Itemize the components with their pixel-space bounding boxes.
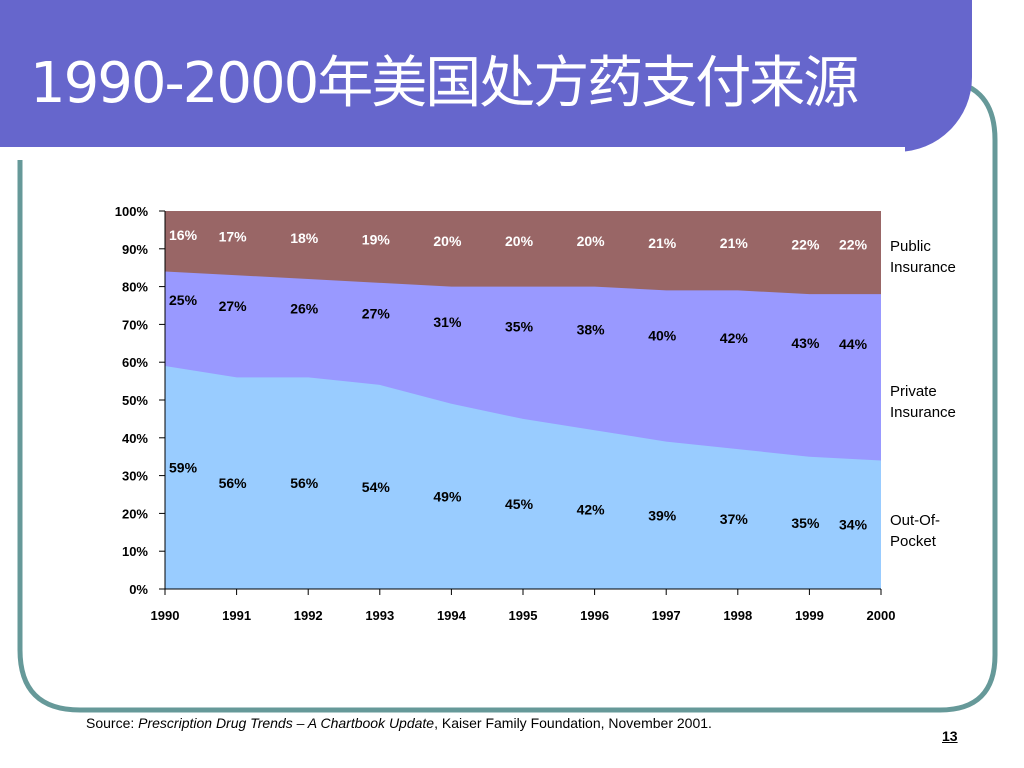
chart-axes [159, 210, 882, 595]
data-label-out-of-pocket: 49% [433, 488, 462, 504]
source-note: Source: Prescription Drug Trends – A Cha… [86, 715, 712, 731]
x-tick-label: 1997 [652, 608, 681, 623]
data-label-out-of-pocket: 54% [362, 479, 391, 495]
chart-tick-labels: 0% 10% 20% 30% 40% 50% 60% 70% 80% 90% 100% 1990 199… [115, 204, 896, 623]
data-label-private-insurance: 42% [720, 330, 749, 346]
data-label-out-of-pocket: 56% [290, 475, 319, 491]
chart-data-labels: 59% 56% 56% 54% 49% 45% 42% 39% 37% 35% 34% 25% 27% 2… [169, 227, 868, 533]
y-tick-label: 50% [122, 393, 148, 408]
x-tick-label: 1996 [580, 608, 609, 623]
data-label-private-insurance: 40% [648, 328, 677, 344]
data-label-private-insurance: 35% [505, 318, 534, 334]
data-label-out-of-pocket: 34% [839, 517, 868, 533]
legend-label-line2: Insurance [890, 404, 956, 421]
y-tick-label: 30% [122, 469, 148, 484]
x-tick-label: 1991 [222, 608, 251, 623]
y-tick-label: 60% [122, 355, 148, 370]
y-tick-label: 70% [122, 317, 148, 332]
data-label-out-of-pocket: 42% [577, 502, 606, 518]
title-band [0, 0, 972, 152]
source-prefix: Source: [86, 715, 139, 731]
x-tick-label: 1999 [795, 608, 824, 623]
data-label-private-insurance: 44% [839, 336, 868, 352]
data-label-private-insurance: 27% [362, 305, 391, 321]
data-label-public-insurance: 21% [720, 235, 749, 251]
data-label-out-of-pocket: 56% [219, 475, 248, 491]
data-label-private-insurance: 43% [791, 335, 820, 351]
data-label-public-insurance: 22% [839, 236, 868, 252]
data-label-public-insurance: 20% [577, 233, 606, 249]
legend-label-line2: Pocket [890, 533, 937, 550]
legend-label-line2: Insurance [890, 259, 956, 276]
legend-label-line1: Private [890, 383, 937, 400]
data-label-out-of-pocket: 45% [505, 496, 534, 512]
data-label-public-insurance: 16% [169, 227, 198, 243]
data-label-private-insurance: 26% [290, 301, 319, 317]
slide-title: 1990-2000年美国处方药支付来源 [30, 51, 859, 116]
title-underline [0, 147, 905, 152]
legend-label-line1: Public [890, 238, 931, 255]
data-label-out-of-pocket: 37% [720, 511, 749, 527]
y-tick-label: 10% [122, 544, 148, 559]
y-tick-label: 80% [122, 280, 148, 295]
data-label-public-insurance: 20% [433, 233, 462, 249]
x-tick-label: 1995 [509, 608, 538, 623]
x-tick-label: 1998 [723, 608, 752, 623]
data-label-private-insurance: 31% [433, 314, 462, 330]
data-label-out-of-pocket: 39% [648, 507, 677, 523]
y-tick-label: 0% [129, 582, 148, 597]
x-tick-label: 2000 [867, 608, 896, 623]
chart-legend: Public Insurance Private Insurance Out-Of- Po… [890, 238, 956, 550]
x-tick-label: 1990 [151, 608, 180, 623]
y-tick-label: 20% [122, 506, 148, 521]
data-label-private-insurance: 38% [577, 322, 606, 338]
x-tick-label: 1993 [365, 608, 394, 623]
source-suffix: , Kaiser Family Foundation, November 200… [434, 715, 712, 731]
data-label-private-insurance: 25% [169, 292, 198, 308]
y-tick-label: 100% [115, 204, 149, 219]
data-label-out-of-pocket: 59% [169, 459, 198, 475]
data-label-out-of-pocket: 35% [791, 515, 820, 531]
source-title: Prescription Drug Trends – A Chartbook U… [138, 715, 435, 731]
data-label-public-insurance: 22% [791, 236, 820, 252]
legend-label-line1: Out-Of- [890, 512, 940, 529]
x-tick-label: 1992 [294, 608, 323, 623]
data-label-public-insurance: 17% [219, 229, 248, 245]
data-label-public-insurance: 19% [362, 232, 391, 248]
chart-areas [165, 211, 881, 589]
area-out-of-pocket [165, 365, 881, 589]
x-tick-label: 1994 [437, 608, 467, 623]
data-label-public-insurance: 21% [648, 235, 677, 251]
page-number: 13 [942, 728, 958, 744]
data-label-public-insurance: 18% [290, 230, 319, 246]
data-label-public-insurance: 20% [505, 233, 534, 249]
data-label-private-insurance: 27% [219, 298, 248, 314]
y-tick-label: 40% [122, 431, 148, 446]
y-tick-label: 90% [122, 242, 148, 257]
